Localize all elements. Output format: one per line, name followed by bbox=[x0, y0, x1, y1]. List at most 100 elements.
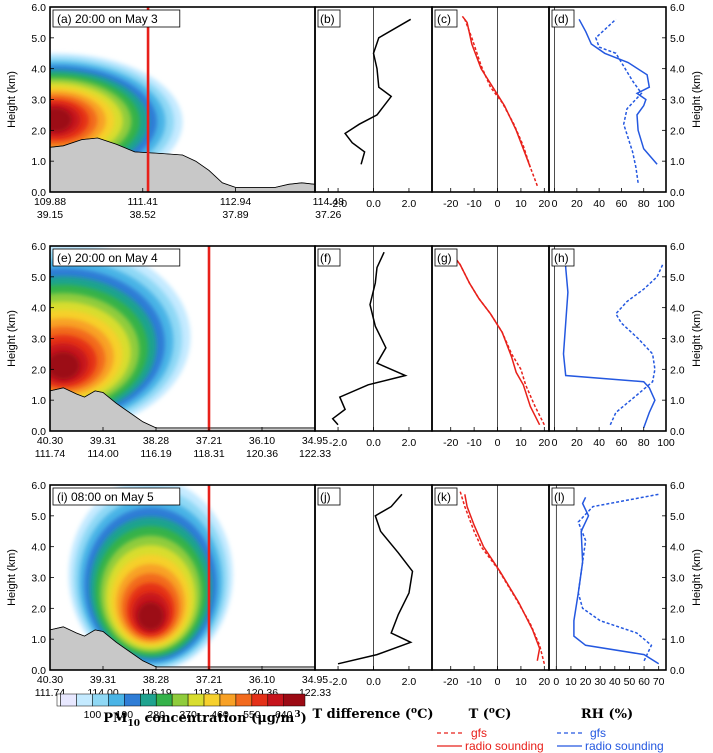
x-tick-label: 50 bbox=[624, 676, 636, 688]
x-tick-label: 60 bbox=[616, 198, 628, 210]
x-tick-label: 30 bbox=[594, 676, 606, 688]
x-tick-label: 0.0 bbox=[366, 676, 381, 688]
panel-label: (f) bbox=[320, 251, 331, 265]
y-tick-label: 3.0 bbox=[31, 573, 46, 585]
rh-gfs-line bbox=[578, 494, 658, 661]
panel-label: (k) bbox=[437, 490, 451, 504]
x-tick-label-lon: 40.30 bbox=[37, 674, 63, 686]
right-y-tick-label: 3.0 bbox=[670, 334, 685, 346]
right-y-tick-label: 4.0 bbox=[670, 303, 685, 315]
row-3: (i) 08:00 on May 5 0.0 1.0 2.0 3.0 4.0 5.0 6.0 H… bbox=[6, 479, 703, 699]
right-y-tick-label: 1.0 bbox=[670, 156, 685, 168]
colorbar-swatch bbox=[220, 694, 236, 706]
x-tick-label-lat: 120.36 bbox=[246, 448, 278, 460]
y-tick-label: 6.0 bbox=[31, 480, 46, 492]
y-tick-label: 4.0 bbox=[31, 542, 46, 554]
legend-temp-radio-label: radio sounding bbox=[465, 739, 544, 753]
x-tick-label: -10 bbox=[467, 676, 482, 688]
rh-panel: (l)0 10 20 30 40 50 60 700.01.02.03.04.05.06.0H… bbox=[549, 480, 703, 688]
x-tick-label: 2.0 bbox=[402, 437, 417, 449]
x-tick-label: 20 bbox=[571, 437, 583, 449]
x-tick-label: 0.0 bbox=[366, 437, 381, 449]
colorbar-swatch bbox=[156, 694, 172, 706]
temperature-panel: (g)-20 -10 0 10 20 bbox=[432, 246, 550, 449]
panel-grid: (a) 20:00 on May 3 0.0 1.0 2.0 3.0 4.0 5.0 6.0 H… bbox=[0, 2, 703, 699]
y-tick-label: 1.0 bbox=[31, 395, 46, 407]
x-tick-label: 0 bbox=[552, 198, 558, 210]
x-tick-label: 20 bbox=[571, 198, 583, 210]
x-tick-label-lon: 37.21 bbox=[196, 435, 222, 447]
x-tick-label-lon: 36.10 bbox=[249, 674, 275, 686]
panel-label: (h) bbox=[554, 251, 569, 265]
temperature-panel: (c)-20 -10 0 10 20 bbox=[432, 7, 550, 210]
cross-section-panel: (a) 20:00 on May 3 0.0 1.0 2.0 3.0 4.0 5.0 6.0 H… bbox=[0, 2, 344, 221]
panel-label: (j) bbox=[320, 490, 331, 504]
x-tick-label-lon: 112.94 bbox=[220, 196, 251, 208]
rh-gfs-line bbox=[596, 19, 642, 183]
x-tick-label: 100 bbox=[657, 437, 675, 449]
right-y-tick-label: 6.0 bbox=[670, 2, 685, 14]
right-y-tick-label: 6.0 bbox=[670, 241, 685, 253]
x-tick-label: -20 bbox=[443, 676, 458, 688]
x-tick-label: -2.0 bbox=[329, 198, 347, 210]
plume-level bbox=[137, 602, 164, 630]
x-tick-label: 0 bbox=[552, 437, 558, 449]
x-tick-label-lon: 36.10 bbox=[249, 435, 275, 447]
right-y-tick-label: 2.0 bbox=[670, 125, 685, 137]
x-tick-label: -20 bbox=[443, 198, 458, 210]
x-tick-label: 0.0 bbox=[366, 198, 381, 210]
x-tick-label: -2.0 bbox=[329, 676, 347, 688]
rh-radio-line bbox=[564, 252, 655, 428]
cross-section-panel: (i) 08:00 on May 5 0.0 1.0 2.0 3.0 4.0 5.0 6.0 H… bbox=[6, 479, 331, 699]
colorbar-swatch bbox=[124, 694, 140, 706]
t-difference-line bbox=[333, 252, 406, 425]
y-tick-label: 2.0 bbox=[31, 603, 46, 615]
y-tick-label: 3.0 bbox=[31, 334, 46, 346]
x-tick-label-lon: 34.95 bbox=[302, 674, 328, 686]
t-difference-panel: (j) -2.0 0.0 2.0 bbox=[315, 485, 432, 688]
panel-label: (g) bbox=[437, 251, 452, 265]
x-tick-label: 40 bbox=[593, 198, 605, 210]
right-y-tick-label: 1.0 bbox=[670, 634, 685, 646]
temperature-frame bbox=[432, 7, 549, 192]
right-y-tick-label: 5.0 bbox=[670, 511, 685, 523]
x-tick-label: 2.0 bbox=[402, 676, 417, 688]
panel-label: (b) bbox=[320, 12, 335, 26]
temperature-panel: (k) -20 -10 0 10 20 bbox=[432, 485, 550, 688]
y-tick-label: 5.0 bbox=[31, 272, 46, 284]
x-tick-label: 20 bbox=[538, 676, 550, 688]
y-tick-label: 1.0 bbox=[31, 156, 46, 168]
x-tick-label: -10 bbox=[467, 198, 482, 210]
x-tick-label-lon: 39.31 bbox=[90, 435, 116, 447]
x-tick-label-lon: 37.21 bbox=[196, 674, 222, 686]
x-tick-label-lat: 111.74 bbox=[35, 448, 66, 460]
row-1: (a) 20:00 on May 3 0.0 1.0 2.0 3.0 4.0 5.0 6.0 H… bbox=[0, 2, 703, 221]
x-tick-label: 20 bbox=[538, 198, 550, 210]
temp-gfs-line bbox=[460, 491, 544, 664]
right-y-tick-label: 3.0 bbox=[670, 573, 685, 585]
rh-radio-line bbox=[579, 19, 657, 164]
right-y-tick-label: 2.0 bbox=[670, 364, 685, 376]
colorbar-swatch bbox=[268, 694, 284, 706]
t-difference-line bbox=[345, 19, 411, 164]
terrain bbox=[50, 138, 315, 192]
x-tick-label: 2.0 bbox=[402, 198, 417, 210]
x-tick-label-lon: 34.95 bbox=[302, 435, 328, 447]
x-tick-label: 100 bbox=[657, 198, 675, 210]
colorbar-swatch bbox=[76, 694, 92, 706]
x-tick-label-lon: 40.30 bbox=[37, 435, 63, 447]
colorbar-swatch bbox=[204, 694, 220, 706]
y-tick-label: 1.0 bbox=[31, 634, 46, 646]
colorbar-swatch bbox=[57, 694, 61, 706]
x-tick-label-lat: 39.15 bbox=[37, 209, 63, 221]
colorbar-title: PM10 concentration (μg/m3) bbox=[103, 710, 306, 729]
y-tick-label: 2.0 bbox=[31, 125, 46, 137]
x-tick-label: 0 bbox=[495, 437, 501, 449]
x-tick-label: 0 bbox=[553, 676, 559, 688]
right-y-axis-title: Height (km) bbox=[691, 549, 703, 606]
right-y-tick-label: 1.0 bbox=[670, 395, 685, 407]
x-tick-label-lat: 122.33 bbox=[299, 448, 331, 460]
